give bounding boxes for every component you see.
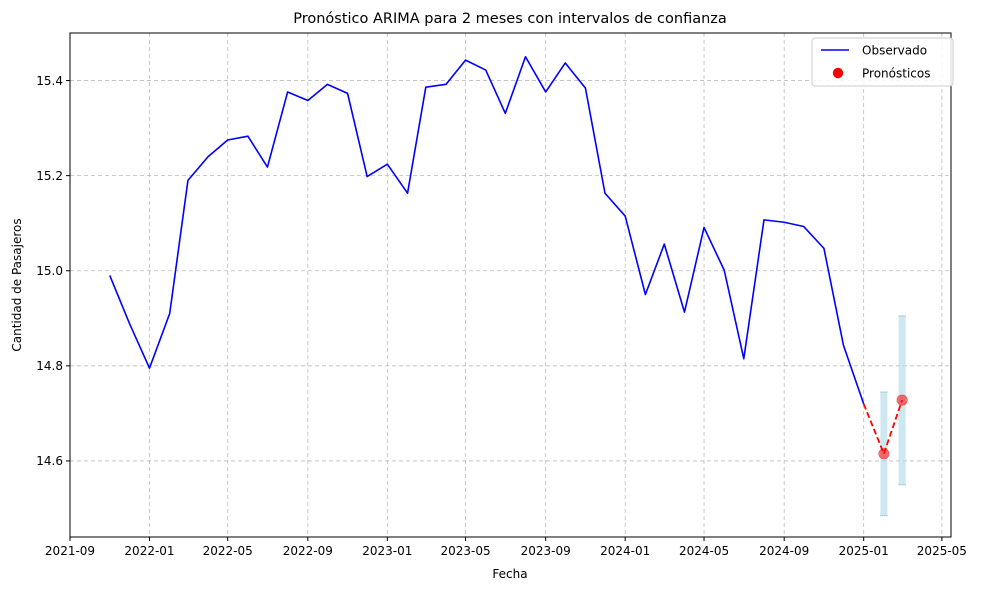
chart-title: Pronóstico ARIMA para 2 meses con interv…	[293, 11, 727, 27]
x-tick-label: 2021-09	[45, 544, 95, 558]
confidence-intervals	[880, 315, 906, 517]
forecast-points	[878, 394, 908, 460]
x-tick-label: 2025-01	[839, 544, 889, 558]
x-tick-label: 2022-09	[283, 544, 333, 558]
x-tick-label: 2023-05	[440, 544, 490, 558]
forecast-point	[878, 448, 890, 460]
legend-forecast-label: Pronósticos	[862, 67, 930, 81]
x-tick-label: 2024-05	[679, 544, 729, 558]
legend-forecast-swatch	[832, 67, 844, 79]
x-tick-label: 2023-09	[521, 544, 571, 558]
series-lines	[109, 55, 903, 455]
y-tick-label: 15.0	[36, 264, 63, 278]
y-tick-label: 14.6	[36, 454, 63, 468]
y-tick-label: 15.2	[36, 169, 63, 183]
legend: Observado Pronósticos	[811, 37, 954, 87]
y-axis-ticks: 14.6 14.8 15.0 15.2 15.4	[36, 74, 70, 468]
x-tick-label: 2022-05	[203, 544, 253, 558]
x-tick-label: 2022-01	[124, 544, 174, 558]
forecast-series-line	[862, 399, 903, 455]
grid	[70, 33, 951, 537]
y-tick-label: 14.8	[36, 359, 63, 373]
plot-frame	[69, 32, 952, 538]
x-tick-label: 2023-01	[362, 544, 412, 558]
legend-observed-label: Observado	[862, 44, 927, 58]
x-axis-label: Fecha	[492, 567, 527, 581]
forecast-point	[896, 394, 908, 406]
y-tick-label: 15.4	[36, 74, 63, 88]
observed-series-line	[109, 55, 865, 405]
x-tick-label: 2025-05	[917, 544, 967, 558]
x-tick-label: 2024-01	[600, 544, 650, 558]
x-tick-label: 2024-09	[759, 544, 809, 558]
y-axis-label: Cantidad de Pasajeros	[10, 218, 24, 351]
x-axis-ticks: 2021-09 2022-01 2022-05 2022-09 2023-01 2023-…	[45, 537, 967, 558]
